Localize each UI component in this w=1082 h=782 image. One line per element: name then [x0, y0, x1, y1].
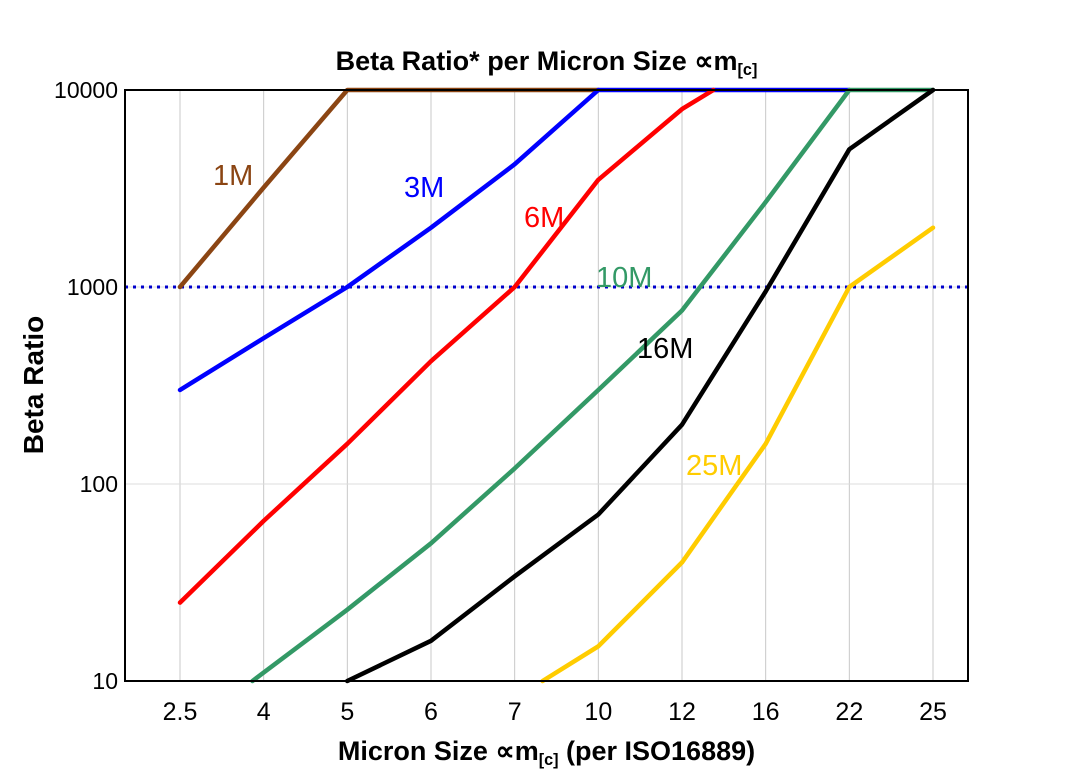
y-tick-10000: 10000: [54, 77, 118, 103]
x-tick-5: 5: [340, 698, 355, 726]
x-tick-12: 12: [668, 698, 696, 726]
plot-border: [124, 89, 969, 682]
series-label-16M: 16M: [637, 333, 694, 365]
x-tick-2.5: 2.5: [162, 698, 198, 726]
series-line-10M: [250, 87, 936, 684]
y-axis-title: Beta Ratio: [18, 316, 50, 454]
chart-title: Beta Ratio* per Micron Size ∝m[c]: [125, 46, 968, 80]
series-line-25M: [540, 225, 936, 684]
series-label-3M: 3M: [404, 172, 445, 204]
y-tick-1000: 1000: [66, 274, 118, 300]
x-tick-22: 22: [835, 698, 864, 726]
x-axis-title-text: Micron Size: [337, 736, 496, 766]
series-label-1M: 1M: [213, 160, 254, 192]
x-axis-title-subscript: [c]: [538, 750, 559, 769]
x-tick-25: 25: [919, 698, 947, 726]
proportional-symbol: ∝m: [694, 46, 738, 76]
x-tick-7: 7: [507, 698, 522, 726]
series-line-16M: [345, 87, 936, 684]
proportional-symbol: ∝m: [495, 736, 539, 766]
y-tick-10: 10: [92, 668, 118, 694]
x-axis-title-suffix: (per ISO16889): [558, 736, 756, 766]
chart-title-subscript: [c]: [737, 60, 758, 79]
series-label-25M: 25M: [686, 450, 743, 482]
chart-title-text: Beta Ratio* per Micron Size: [335, 46, 695, 76]
x-tick-4: 4: [256, 698, 271, 726]
x-axis-title: Micron Size ∝m[c] (per ISO16889): [125, 736, 968, 770]
y-tick-100: 100: [79, 471, 118, 497]
y-axis-title-text: Beta Ratio: [18, 315, 49, 455]
x-tick-16: 16: [751, 698, 780, 726]
x-tick-10: 10: [584, 698, 613, 726]
series-line-6M: [177, 87, 716, 605]
x-tick-6: 6: [424, 698, 438, 726]
series-label-6M: 6M: [524, 202, 565, 234]
series-label-10M: 10M: [596, 262, 653, 294]
